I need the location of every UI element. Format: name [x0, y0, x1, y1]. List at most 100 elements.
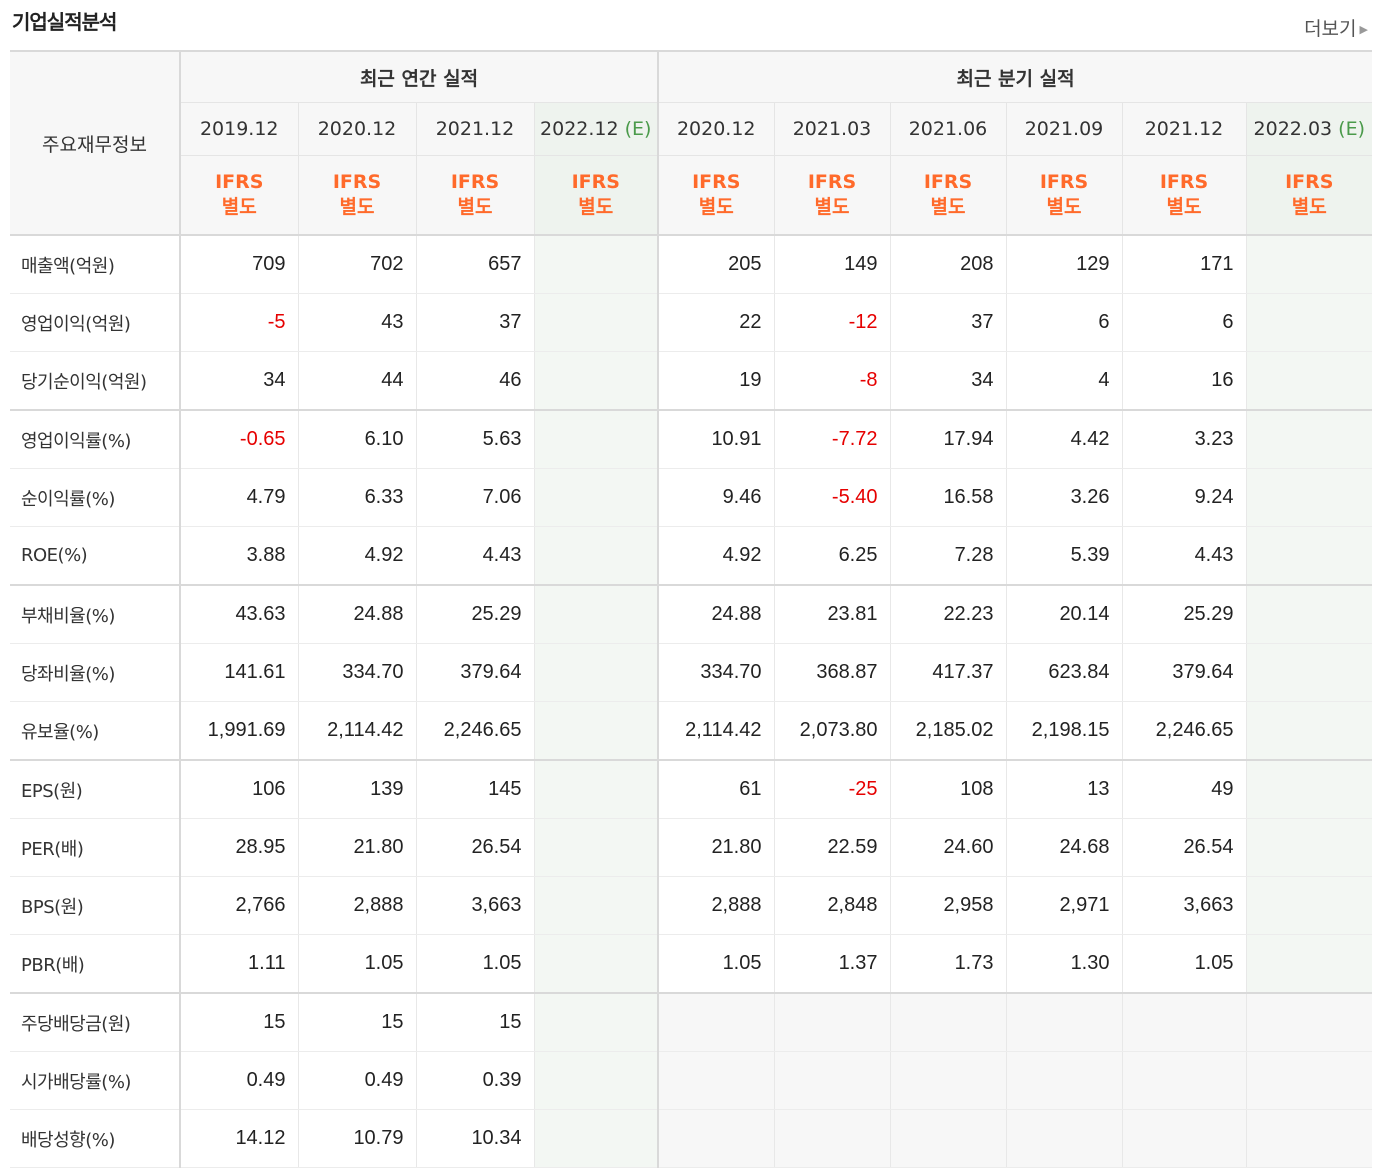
quarterly-value-cell	[1245, 701, 1373, 761]
quarterly-value-cell: 171	[1121, 235, 1246, 294]
ifrs-label: IFRS	[807, 171, 857, 193]
table-row: 주당배당금(원) 15 15 15	[10, 993, 1373, 1052]
annual-value-cell: 4.43	[415, 526, 534, 586]
quarterly-value-cell	[889, 993, 1006, 1052]
annual-value-cell: 2,246.65	[415, 701, 534, 761]
quarterly-value-cell: 108	[889, 760, 1006, 819]
annual-value-cell: 4.92	[297, 526, 416, 586]
table-row: EPS(원) 106 139 145 61 -25 108 13 49	[10, 760, 1373, 819]
annual-value-cell: 379.64	[415, 643, 534, 702]
quarterly-value-cell: 2,073.80	[773, 701, 890, 761]
quarterly-value-cell: 20.14	[1005, 585, 1122, 644]
annual-value-cell: 43.63	[179, 585, 298, 644]
quarterly-value-cell: -8	[773, 351, 890, 411]
ifrs-badge: IFRS 별도	[179, 155, 298, 236]
annual-value-cell: 1.05	[415, 934, 534, 994]
annual-value-cell: 139	[297, 760, 416, 819]
quarterly-value-cell: 4.43	[1121, 526, 1246, 586]
period-label: 2019.12	[199, 118, 279, 140]
annual-value-cell: 3.88	[179, 526, 298, 586]
quarterly-value-cell: -5.40	[773, 468, 890, 527]
annual-period-header: 2021.12	[415, 102, 534, 156]
quarterly-value-cell	[1121, 1109, 1246, 1168]
row-label: 배당성향(%)	[10, 1109, 181, 1168]
quarterly-value-cell: 3.26	[1005, 468, 1122, 527]
quarterly-value-cell: 2,114.42	[657, 701, 774, 761]
estimate-mark: (E)	[624, 118, 652, 140]
annual-header: 최근 연간 실적	[179, 51, 658, 103]
row-label: BPS(원)	[10, 876, 181, 935]
table-row: 유보율(%) 1,991.69 2,114.42 2,246.65 2,114.42 2,…	[10, 701, 1373, 761]
annual-value-cell: 106	[179, 760, 298, 819]
quarterly-value-cell: -7.72	[773, 410, 890, 469]
ifrs-label: IFRS	[571, 171, 620, 193]
table-row: 당좌비율(%) 141.61 334.70 379.64 334.70 368.87 417…	[10, 643, 1373, 702]
annual-value-cell: 43	[297, 293, 416, 352]
quarterly-value-cell: 6	[1005, 293, 1122, 352]
annual-period-header: 2019.12	[179, 102, 298, 156]
annual-value-cell: 2,114.42	[297, 701, 416, 761]
quarterly-value-cell	[1245, 876, 1373, 935]
period-label: 2020.12	[317, 118, 397, 140]
annual-value-cell: 15	[179, 993, 298, 1052]
quarterly-value-cell	[1121, 1051, 1246, 1110]
quarterly-value-cell	[773, 1109, 890, 1168]
separate-label: 별도	[221, 196, 257, 218]
quarterly-value-cell: 22.59	[773, 818, 890, 877]
annual-value-cell: 6.33	[297, 468, 416, 527]
annual-value-cell	[533, 468, 658, 527]
annual-value-cell: 3,663	[415, 876, 534, 935]
annual-value-cell	[533, 993, 658, 1052]
quarterly-value-cell: 3,663	[1121, 876, 1246, 935]
ifrs-label: IFRS	[450, 171, 500, 193]
annual-value-cell: 10.34	[415, 1109, 534, 1168]
row-label: 당기순이익(억원)	[10, 351, 181, 411]
quarterly-value-cell: 334.70	[657, 643, 774, 702]
quarterly-value-cell: 7.28	[889, 526, 1006, 586]
quarterly-value-cell: 1.05	[657, 934, 774, 994]
annual-value-cell: 334.70	[297, 643, 416, 702]
quarterly-value-cell	[1245, 293, 1373, 352]
separate-label: 별도	[1046, 196, 1082, 218]
ifrs-label: IFRS	[1039, 171, 1089, 193]
quarterly-value-cell: 24.88	[657, 585, 774, 644]
ifrs-badge: IFRS 별도	[533, 155, 658, 236]
table-row: 배당성향(%) 14.12 10.79 10.34	[10, 1109, 1373, 1168]
quarterly-value-cell	[1245, 760, 1373, 819]
ifrs-badge: IFRS 별도	[1245, 155, 1373, 236]
more-label[interactable]: 더보기	[1304, 18, 1357, 40]
section-title: 기업실적분석	[12, 10, 117, 34]
table-row: 시가배당률(%) 0.49 0.49 0.39	[10, 1051, 1373, 1110]
separate-label: 별도	[1166, 196, 1202, 218]
row-label: 유보율(%)	[10, 701, 181, 761]
quarterly-value-cell	[657, 1109, 774, 1168]
ifrs-label: IFRS	[332, 171, 382, 193]
annual-value-cell	[533, 934, 658, 994]
quarterly-value-cell: 49	[1121, 760, 1246, 819]
table-row: 매출액(억원) 709 702 657 205 149 208 129 171	[10, 235, 1373, 294]
quarterly-period-header: 2021.03	[773, 102, 890, 156]
quarterly-value-cell: 9.24	[1121, 468, 1246, 527]
separate-label: 별도	[578, 196, 614, 218]
annual-value-cell	[533, 876, 658, 935]
ifrs-badge: IFRS 별도	[297, 155, 416, 236]
quarterly-value-cell: 208	[889, 235, 1006, 294]
more-link[interactable]: 더보기 ▶	[1304, 14, 1368, 41]
quarterly-value-cell	[1245, 235, 1373, 294]
annual-value-cell	[533, 643, 658, 702]
period-label: 2022.12	[540, 118, 619, 140]
table-row: PER(배) 28.95 21.80 26.54 21.80 22.59 24.60 24.6…	[10, 818, 1373, 877]
quarterly-value-cell: 6.25	[773, 526, 890, 586]
quarterly-value-cell	[1005, 1109, 1122, 1168]
row-label: PBR(배)	[10, 934, 181, 994]
annual-value-cell: 25.29	[415, 585, 534, 644]
corner-header: 주요재무정보	[10, 51, 181, 236]
ifrs-badge: IFRS 별도	[415, 155, 534, 236]
quarterly-value-cell	[1245, 585, 1373, 644]
quarterly-value-cell: 2,848	[773, 876, 890, 935]
quarterly-value-cell: 61	[657, 760, 774, 819]
quarterly-value-cell: 17.94	[889, 410, 1006, 469]
quarterly-value-cell	[1245, 1109, 1373, 1168]
row-label: 매출액(억원)	[10, 235, 181, 294]
separate-label: 별도	[1291, 196, 1327, 218]
